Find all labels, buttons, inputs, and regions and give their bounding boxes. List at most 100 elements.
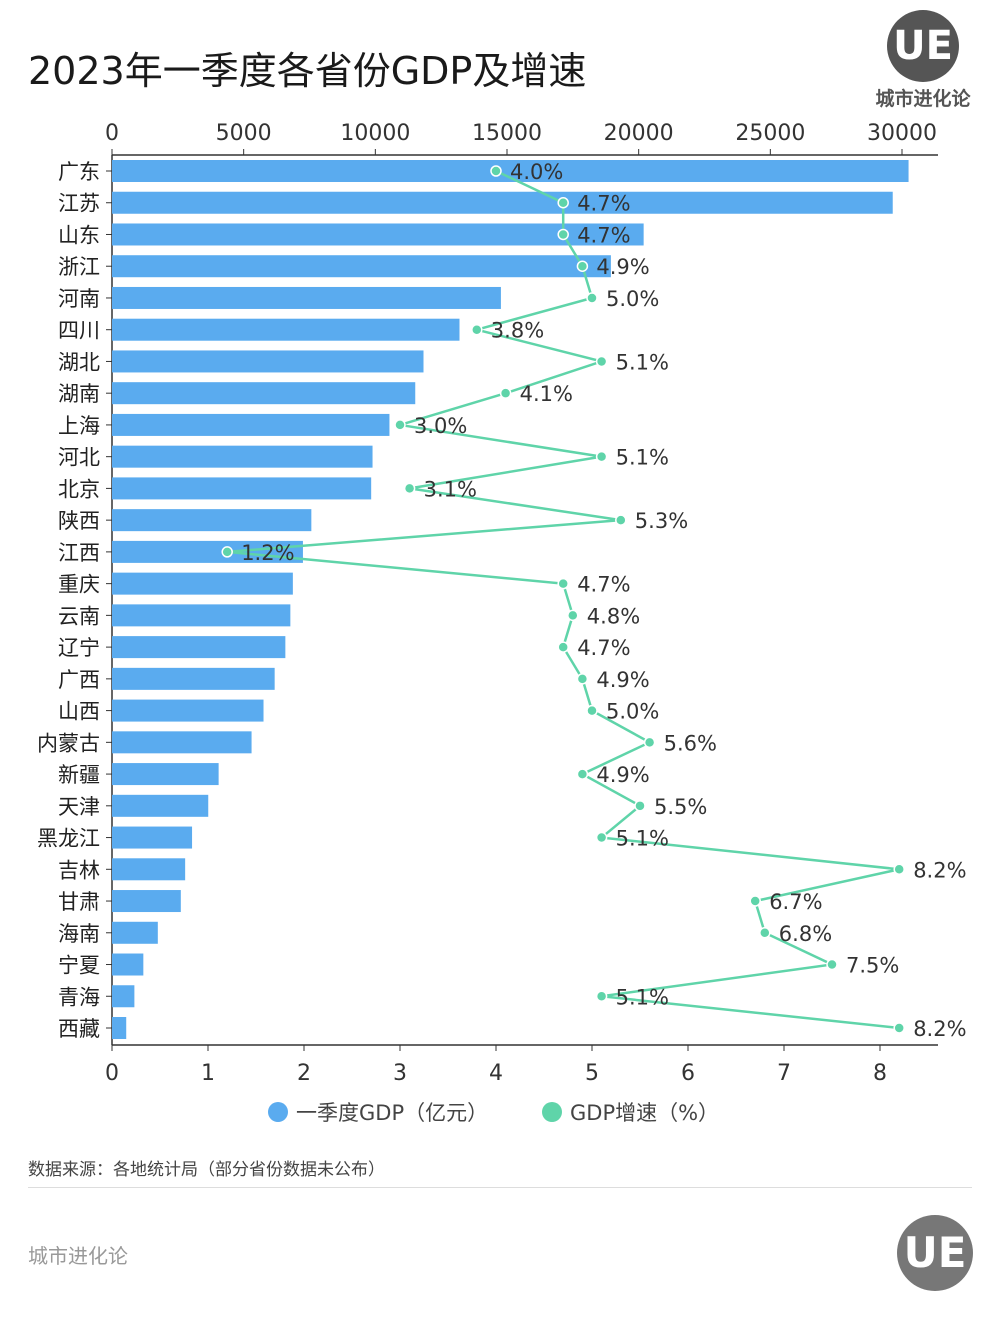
- growth-label: 6.8%: [779, 922, 832, 946]
- top-tick-label: 5000: [216, 121, 272, 146]
- gdp-bar: [112, 794, 209, 817]
- growth-point: [759, 927, 771, 939]
- legend-label: 一季度GDP（亿元）: [296, 1101, 488, 1125]
- bottom-tick-label: 3: [393, 1061, 407, 1086]
- growth-label: 6.7%: [769, 890, 822, 914]
- category-label: 重庆: [58, 573, 100, 597]
- gdp-bar: [112, 604, 291, 627]
- category-label: 浙江: [58, 255, 100, 279]
- category-label: 黑龙江: [37, 827, 100, 851]
- top-tick-label: 0: [105, 121, 119, 146]
- legend-marker: [542, 1102, 562, 1122]
- gdp-bar: [112, 890, 181, 913]
- growth-point: [557, 196, 569, 209]
- growth-label: 4.7%: [577, 192, 630, 216]
- category-label: 新疆: [58, 763, 100, 787]
- gdp-bar: [112, 731, 252, 754]
- growth-label: 4.9%: [596, 763, 649, 787]
- category-label: 陕西: [58, 509, 100, 533]
- gdp-bar: [112, 667, 275, 690]
- bottom-tick-label: 7: [777, 1061, 791, 1086]
- growth-label: 8.2%: [913, 858, 966, 882]
- legend-marker: [268, 1102, 288, 1122]
- growth-point: [576, 768, 589, 780]
- growth-point: [749, 895, 761, 907]
- growth-label: 1.2%: [241, 541, 294, 565]
- top-tick-label: 10000: [340, 121, 410, 146]
- growth-point: [595, 355, 608, 368]
- category-label: 辽宁: [58, 636, 100, 660]
- growth-point: [826, 958, 838, 971]
- category-label: 海南: [58, 922, 100, 946]
- data-source: 数据来源：各地统计局（部分省份数据未公布）: [28, 1160, 385, 1180]
- growth-label: 5.6%: [664, 731, 717, 755]
- growth-label: 4.9%: [596, 255, 649, 279]
- growth-label: 4.8%: [587, 604, 640, 628]
- gdp-bar: [112, 985, 135, 1008]
- growth-label: 4.1%: [520, 382, 573, 406]
- category-label: 山西: [58, 700, 100, 724]
- growth-label: 3.0%: [414, 414, 467, 438]
- category-label: 河北: [58, 446, 100, 470]
- bottom-tick-label: 4: [489, 1061, 503, 1086]
- growth-label: 3.1%: [424, 477, 477, 501]
- category-label: 云南: [58, 604, 100, 628]
- gdp-bar: [112, 445, 373, 468]
- top-tick-label: 15000: [472, 121, 542, 146]
- growth-label: 4.7%: [577, 636, 630, 660]
- growth-point: [557, 577, 569, 590]
- category-label: 青海: [58, 985, 100, 1009]
- logo-name: 城市进化论: [875, 88, 971, 110]
- top-tick-label: 20000: [604, 121, 674, 146]
- growth-point: [471, 323, 483, 336]
- gdp-bar: [112, 255, 611, 278]
- growth-label: 5.1%: [616, 827, 669, 851]
- growth-label: 4.7%: [577, 223, 630, 247]
- category-label: 湖南: [58, 382, 100, 406]
- category-label: 宁夏: [58, 954, 100, 978]
- growth-point: [499, 387, 512, 399]
- category-label: 广东: [58, 160, 100, 184]
- gdp-bar: [112, 160, 909, 182]
- gdp-bar: [112, 858, 186, 881]
- gdp-bar: [112, 223, 644, 246]
- growth-point: [490, 165, 502, 177]
- growth-label: 5.0%: [606, 287, 659, 311]
- growth-point: [893, 863, 905, 876]
- category-label: 吉林: [58, 858, 100, 882]
- growth-point: [576, 673, 589, 685]
- category-label: 上海: [58, 414, 100, 438]
- growth-point: [394, 419, 406, 431]
- growth-label: 5.1%: [616, 350, 669, 374]
- gdp-bar: [112, 921, 158, 944]
- bottom-tick-label: 8: [873, 1061, 887, 1086]
- gdp-bar: [112, 1017, 127, 1039]
- growth-label: 4.0%: [510, 160, 563, 184]
- growth-point: [615, 514, 627, 526]
- category-label: 江西: [58, 541, 100, 565]
- gdp-bar: [112, 413, 390, 436]
- growth-point: [595, 990, 608, 1003]
- growth-point: [576, 260, 589, 272]
- category-label: 天津: [58, 795, 100, 819]
- growth-label: 3.8%: [491, 319, 544, 343]
- gdp-bar: [112, 477, 372, 500]
- category-label: 北京: [58, 477, 100, 501]
- gdp-bar: [112, 953, 144, 976]
- bottom-tick-label: 5: [585, 1061, 599, 1086]
- gdp-bar: [112, 572, 293, 595]
- category-label: 湖北: [58, 350, 100, 374]
- bottom-tick-label: 1: [201, 1061, 215, 1086]
- category-label: 山东: [58, 223, 100, 247]
- growth-point: [586, 292, 598, 304]
- footer-logo: UE: [897, 1215, 973, 1291]
- gdp-bar: [112, 286, 501, 309]
- growth-point: [403, 482, 416, 495]
- brand-logo: UE 城市进化论: [868, 10, 978, 111]
- category-label: 西藏: [58, 1017, 100, 1041]
- gdp-bar: [112, 699, 264, 722]
- category-label: 四川: [58, 319, 100, 343]
- growth-label: 5.1%: [616, 985, 669, 1009]
- category-label: 河南: [58, 287, 100, 311]
- bottom-tick-label: 0: [105, 1061, 119, 1086]
